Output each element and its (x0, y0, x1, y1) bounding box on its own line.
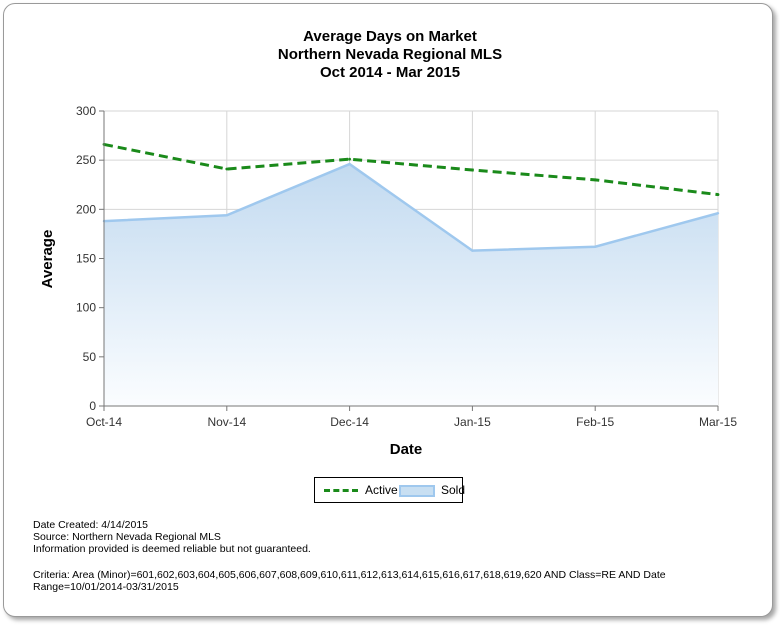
y-axis-title: Average (39, 230, 56, 289)
sold-series-line (103, 162, 719, 252)
chart-title-line-3: Oct 2014 - Mar 2015 (319, 64, 461, 81)
axes (99, 110, 719, 411)
sold-point-1 (225, 214, 228, 217)
y-tick-label-300: 300 (76, 104, 96, 118)
footer-date-created: Date Created: 4/14/2015 (33, 519, 148, 531)
x-tick-label-4: Feb-15 (576, 415, 614, 429)
sold-area-fill (104, 164, 718, 406)
footer-source: Source: Northern Nevada Regional MLS (33, 531, 221, 543)
footer-disclaimer: Information provided is deemed reliable … (33, 543, 311, 555)
active-series-line (103, 142, 719, 197)
x-tick-label-5: Mar-15 (699, 415, 737, 429)
legend-label-sold: Sold (441, 483, 466, 497)
sold-point-4 (594, 245, 597, 248)
y-tick-label-250: 250 (76, 153, 96, 167)
tick-labels: 0 50 100 150 200 250 300 Oct-14 Nov-14 Dec-14 Jan-… (76, 104, 737, 429)
active-point-4 (593, 178, 597, 182)
sold-point-5 (716, 212, 720, 215)
footer-criteria: Criteria: Area (Minor)=601,602,603,604,6… (33, 569, 666, 581)
chart-title-line-2: Northern Nevada Regional MLS (277, 46, 503, 63)
sold-point-3 (471, 249, 474, 252)
y-tick-label-200: 200 (76, 202, 96, 216)
x-tick-label-3: Jan-15 (454, 415, 491, 429)
active-point-5 (716, 193, 720, 196)
chart-title-line-1: Average Days on Market (303, 28, 477, 45)
active-point-2 (348, 157, 351, 161)
x-tick-label-0: Oct-14 (86, 415, 122, 429)
active-point-3 (471, 168, 474, 172)
legend-label-active: Active (365, 483, 398, 497)
y-tick-label-100: 100 (76, 301, 96, 315)
legend: Active Sold (314, 477, 466, 503)
y-tick-label-50: 50 (83, 350, 97, 364)
active-line-layer (102, 142, 720, 197)
y-tick-label-150: 150 (76, 252, 96, 266)
sold-point-2 (348, 162, 351, 166)
x-axis-title: Date (390, 441, 423, 458)
x-tick-label-2: Dec-14 (330, 415, 369, 429)
active-point-1 (225, 167, 229, 171)
legend-swatch-sold (399, 485, 435, 497)
sold-area-layer (102, 162, 720, 406)
footer-date-range: Range=10/01/2014-03/31/2015 (33, 581, 179, 593)
legend-swatch-active (324, 489, 358, 492)
x-tick-label-1: Nov-14 (207, 415, 246, 429)
y-tick-label-0: 0 (89, 399, 96, 413)
